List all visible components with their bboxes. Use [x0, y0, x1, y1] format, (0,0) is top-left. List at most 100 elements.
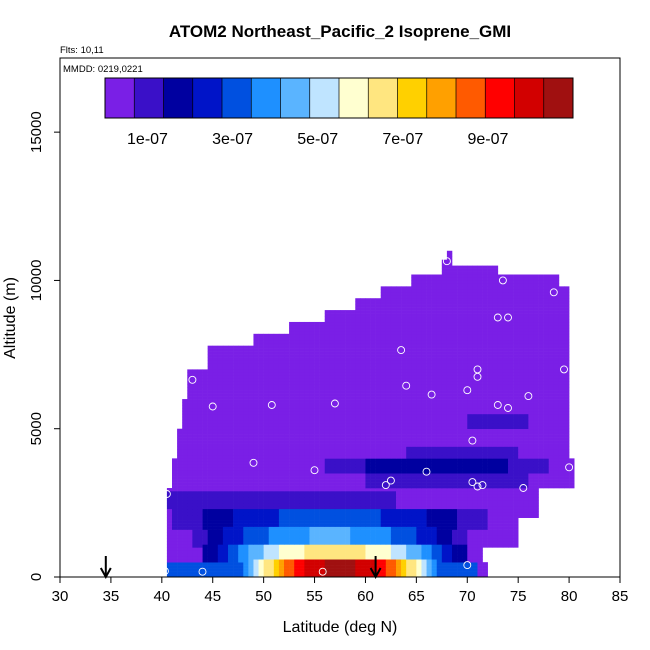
heatmap-cell [289, 556, 295, 560]
heatmap-cell [360, 479, 366, 483]
heatmap-cell [233, 399, 239, 403]
heatmap-cell [528, 402, 534, 406]
heatmap-cell [497, 544, 504, 548]
heatmap-cell [528, 446, 534, 450]
heatmap-cell [396, 375, 402, 379]
heatmap-cell [268, 393, 275, 397]
heatmap-cell [457, 565, 463, 569]
heatmap-cell [294, 505, 300, 510]
heatmap-cell [334, 485, 341, 489]
heatmap-cell [477, 464, 483, 468]
heatmap-cell [564, 413, 570, 418]
heatmap-cell [309, 532, 315, 536]
heatmap-cell [416, 431, 422, 435]
heatmap-cell [390, 431, 397, 435]
heatmap-cell [502, 455, 509, 459]
heatmap-cell [253, 496, 259, 501]
heatmap-cell [467, 399, 473, 403]
heatmap-cell [217, 562, 224, 566]
heatmap-cell [355, 443, 361, 447]
heatmap-cell [207, 393, 214, 397]
heatmap-cell [462, 378, 468, 382]
heatmap-cell [472, 565, 478, 569]
heatmap-cell [294, 461, 300, 465]
heatmap-cell [243, 520, 249, 524]
heatmap-cell [508, 410, 514, 415]
heatmap-cell [345, 431, 351, 435]
heatmap-cell [502, 416, 509, 421]
heatmap-cell [467, 499, 473, 504]
heatmap-cell [518, 437, 524, 441]
heatmap-cell [467, 407, 473, 412]
heatmap-cell [426, 384, 432, 388]
heatmap-cell [508, 452, 514, 456]
heatmap-cell [258, 482, 264, 486]
heatmap-cell [375, 422, 382, 427]
heatmap-cell [492, 384, 499, 388]
heatmap-cell [553, 461, 560, 465]
heatmap-cell [289, 508, 295, 513]
heatmap-cell [446, 399, 453, 403]
heatmap-cell [329, 402, 336, 406]
heatmap-cell [263, 431, 270, 435]
heatmap-cell [370, 479, 376, 483]
heatmap-cell [248, 553, 254, 557]
heatmap-cell [233, 458, 239, 462]
heatmap-cell [528, 496, 534, 501]
heatmap-cell [212, 490, 219, 495]
heatmap-cell [513, 384, 519, 388]
heatmap-cell [340, 476, 346, 480]
heatmap-cell [431, 378, 438, 382]
heatmap-cell [299, 559, 305, 563]
heatmap-cell [452, 571, 458, 575]
heatmap-cell [166, 490, 173, 495]
heatmap-cell [564, 390, 570, 394]
heatmap-cell [166, 514, 173, 518]
heatmap-cell [233, 526, 239, 530]
heatmap-cell [441, 505, 448, 510]
heatmap-cell [508, 399, 514, 403]
heatmap-cell [375, 416, 382, 421]
heatmap-cell [355, 499, 361, 504]
heatmap-cell [248, 407, 254, 412]
heatmap-cell [513, 437, 519, 441]
heatmap-cell [355, 452, 361, 456]
heatmap-cell [263, 532, 270, 536]
heatmap-cell [334, 538, 341, 542]
heatmap-cell [309, 422, 315, 427]
heatmap-cell [421, 490, 427, 495]
heatmap-cell [569, 473, 575, 477]
heatmap-cell [197, 452, 203, 456]
heatmap-cell [350, 449, 356, 453]
heatmap-cell [268, 485, 275, 489]
heatmap-cell [233, 553, 239, 557]
heatmap-cell [396, 464, 402, 468]
heatmap-cell [177, 547, 183, 551]
heatmap-cell [294, 416, 300, 421]
heatmap-cell [258, 396, 264, 400]
heatmap-cell [360, 562, 366, 566]
heatmap-cell [553, 410, 560, 415]
heatmap-cell [385, 449, 392, 453]
heatmap-cell [284, 547, 290, 551]
heatmap-cell [278, 488, 285, 492]
heatmap-cell [314, 419, 320, 424]
heatmap-cell [375, 562, 382, 566]
heatmap-cell [487, 381, 494, 385]
heatmap-cell [309, 446, 315, 450]
heatmap-cell [314, 467, 320, 471]
heatmap-cell [253, 479, 259, 483]
heatmap-cell [222, 553, 229, 557]
heatmap-cell [441, 562, 448, 566]
heatmap-cell [329, 499, 336, 504]
heatmap-cell [324, 387, 331, 391]
heatmap-cell [477, 396, 483, 400]
heatmap-cell [523, 461, 529, 465]
heatmap-cell [273, 464, 280, 468]
heatmap-cell [228, 517, 234, 521]
heatmap-cell [385, 544, 392, 548]
heatmap-cell [396, 440, 402, 444]
heatmap-cell [304, 550, 310, 554]
heatmap-cell [411, 387, 417, 391]
heatmap-cell [192, 490, 198, 495]
